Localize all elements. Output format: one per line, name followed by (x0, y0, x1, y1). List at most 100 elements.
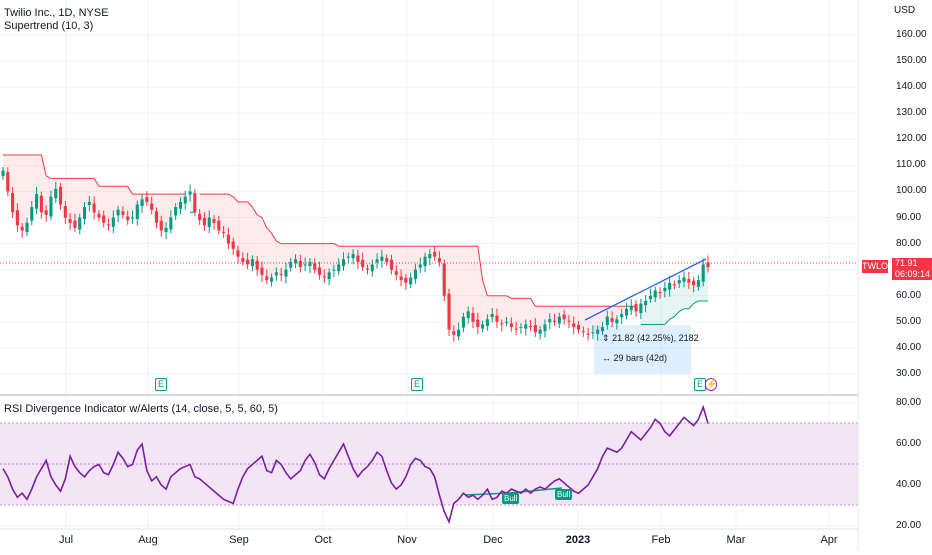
candle (572, 316, 576, 335)
lightning-icon[interactable]: ⚡ (705, 378, 718, 391)
rsi-line (2, 404, 709, 525)
candle-body (529, 326, 533, 328)
supertrend-segment (506, 295, 512, 299)
candle (548, 313, 552, 330)
candle-body (154, 211, 159, 223)
supertrend-band (377, 246, 382, 260)
trend-line[interactable] (584, 258, 707, 321)
candle-body (581, 331, 585, 333)
time-tick-label: Aug (138, 534, 158, 546)
candle (648, 288, 652, 303)
candle-body (126, 216, 130, 221)
time-tick-label: Apr (820, 534, 838, 546)
candle-body (303, 264, 307, 266)
price-tick-label: 30.00 (896, 368, 922, 379)
candle-body (246, 259, 250, 265)
price-tick-label: 150.00 (896, 55, 927, 67)
supertrend-band (247, 201, 253, 265)
candle (308, 257, 312, 274)
candle (284, 262, 288, 284)
time-tick-label: Feb (651, 534, 671, 546)
candle-body (706, 262, 710, 268)
candle-body (567, 320, 571, 322)
candle (413, 263, 417, 284)
candle-body (284, 269, 288, 277)
candle (509, 317, 513, 332)
time-tick-label: Mar (726, 534, 746, 546)
supertrend-legend[interactable]: Supertrend (10, 3) (4, 20, 94, 32)
candle-body (490, 314, 494, 318)
measure-range-icon: ↔ (602, 353, 611, 363)
candle (212, 215, 216, 230)
supertrend-fill (3, 154, 708, 335)
time-tick-label: 2023 (565, 534, 591, 546)
supertrend-segment (45, 175, 52, 179)
candle-body (485, 319, 489, 327)
supertrend-band (74, 178, 80, 228)
candle (260, 261, 264, 282)
candles[interactable] (1, 166, 710, 342)
supertrend-band (26, 154, 32, 223)
candle-body (332, 269, 336, 271)
candle-body (6, 172, 10, 192)
supertrend-band (238, 201, 243, 262)
candle (481, 320, 485, 333)
candle (202, 212, 206, 231)
candle-body (231, 241, 235, 249)
candle-body (500, 323, 504, 325)
candle (485, 314, 489, 331)
rsi-legend[interactable]: RSI Divergence Indicator w/Alerts (14, c… (4, 403, 278, 415)
price-tick-label: 40.00 (896, 341, 922, 353)
supertrend-band (477, 246, 483, 328)
candle-body (294, 259, 298, 264)
candle-body (35, 194, 39, 209)
supertrend-band (266, 227, 272, 281)
candle (615, 315, 619, 330)
candle-body (533, 324, 537, 333)
supertrend-segment (530, 298, 536, 307)
symbol-legend[interactable]: Twilio Inc., 1D, NYSE (4, 7, 109, 19)
earnings-icon[interactable]: E (411, 378, 423, 391)
candle (169, 210, 173, 234)
candle (644, 294, 648, 313)
supertrend-band (108, 186, 114, 226)
candle (591, 325, 595, 340)
candle-body (97, 213, 101, 218)
candle-body (385, 258, 389, 262)
supertrend-band (674, 280, 680, 317)
candle-body (44, 210, 48, 215)
rsi-tick-label: 20.00 (896, 520, 922, 531)
candle-body (404, 278, 408, 283)
candle (164, 221, 168, 240)
supertrend-segment (674, 311, 680, 317)
measure-tool[interactable]: ⇕ 21.82 (42.25%), 2182 ↔ 29 bars (42d) (594, 325, 699, 374)
candle (519, 323, 523, 334)
supertrend-band (367, 246, 373, 270)
candle (15, 203, 19, 232)
candle (672, 280, 676, 290)
supertrend-band (511, 298, 517, 330)
candle (183, 190, 187, 210)
candle (54, 181, 58, 203)
candle-body (351, 254, 355, 259)
supertrend-band (84, 178, 90, 208)
candle-body (265, 276, 269, 281)
rsi-tick-label: 60.00 (896, 438, 922, 449)
candle-body (663, 287, 667, 292)
candle (385, 254, 389, 266)
candle (600, 322, 605, 336)
candle (78, 213, 82, 235)
candle-body (73, 220, 77, 228)
candle (317, 261, 322, 280)
bull-divergence-label: Bull (555, 489, 573, 500)
candle-body (121, 211, 125, 215)
supertrend-line (3, 154, 708, 325)
candle-body (476, 319, 480, 328)
time-tick-label: Oct (314, 534, 332, 546)
candle (63, 201, 67, 224)
earnings-icon[interactable]: E (155, 378, 167, 391)
candle-body (409, 277, 413, 285)
candle-body (54, 188, 58, 199)
